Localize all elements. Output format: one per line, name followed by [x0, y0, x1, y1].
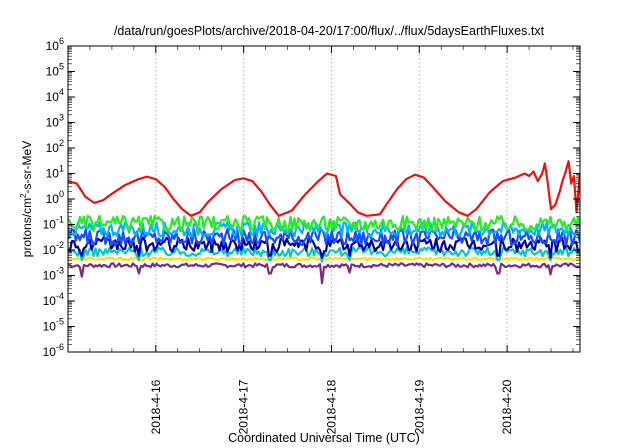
y-tick-base: 10 — [43, 345, 57, 359]
y-tick-exponent: 6 — [59, 36, 64, 46]
series-line — [68, 221, 580, 238]
y-tick-exponent: -2 — [56, 240, 64, 250]
axis-ticks — [68, 45, 580, 353]
series-line — [68, 160, 580, 217]
x-tick-label: 2018-4-16 — [149, 379, 163, 434]
y-tick-exponent: -4 — [56, 291, 64, 301]
y-tick-label: 103 — [46, 113, 64, 130]
x-axis-label: Coordinated Universal Time (UTC) — [228, 431, 420, 445]
y-tick-exponent: 3 — [59, 113, 64, 123]
y-axis-label: protons/cm2-s-sr-MeV — [19, 141, 34, 257]
y-tick-label: 10-2 — [43, 240, 64, 257]
y-tick-exponent: 4 — [59, 87, 64, 97]
y-tick-base: 10 — [43, 243, 57, 257]
y-tick-base: 10 — [46, 90, 60, 104]
y-tick-label: 102 — [46, 138, 64, 155]
y-tick-base: 10 — [46, 141, 60, 155]
y-tick-label: 101 — [46, 164, 64, 181]
y-tick-base: 10 — [46, 192, 60, 206]
y-tick-exponent: -5 — [56, 317, 64, 327]
y-tick-label: 105 — [46, 62, 64, 79]
y-tick-exponent: 1 — [59, 164, 64, 174]
chart-title: /data/run/goesPlots/archive/2018-04-20/1… — [114, 24, 545, 38]
plot-frame — [67, 45, 581, 353]
y-tick-base: 10 — [46, 39, 60, 53]
x-tick-label: 2018-4-18 — [324, 379, 338, 434]
y-tick-label: 104 — [46, 87, 64, 104]
y-tick-label: 10-1 — [43, 215, 64, 232]
y-tick-base: 10 — [43, 218, 57, 232]
y-tick-label: 10-5 — [43, 317, 64, 334]
y-tick-exponent: -6 — [56, 342, 64, 352]
y-tick-base: 10 — [46, 65, 60, 79]
y-tick-label: 106 — [46, 36, 64, 53]
series-line — [68, 256, 580, 262]
y-axis-label-exponent: 2 — [19, 193, 28, 198]
y-tick-exponent: -3 — [56, 266, 64, 276]
y-tick-exponent: 0 — [59, 189, 64, 199]
y-tick-labels: 10-610-510-410-310-210-11001011021031041… — [43, 36, 64, 359]
y-axis-label-unit: protons/cm — [20, 198, 34, 257]
x-tick-labels: 2018-4-16 2018-4-17 2018-4-18 2018-4-19 2018… — [149, 379, 514, 434]
x-tick-label: 2018-4-17 — [237, 379, 251, 434]
y-tick-exponent: -1 — [56, 215, 64, 225]
x-tick-label: 2018-4-20 — [500, 379, 514, 434]
y-tick-base: 10 — [43, 320, 57, 334]
y-tick-label: 10-6 — [43, 342, 64, 359]
y-tick-base: 10 — [46, 167, 60, 181]
x-tick-label: 2018-4-19 — [412, 379, 426, 434]
series-layer — [68, 160, 580, 285]
y-tick-base: 10 — [43, 294, 57, 308]
y-tick-label: 10-3 — [43, 266, 64, 283]
y-tick-label: 100 — [46, 189, 64, 206]
series-line — [68, 227, 580, 247]
y-tick-base: 10 — [43, 269, 57, 283]
series-line — [68, 214, 580, 233]
series-line — [68, 262, 580, 285]
y-axis-label-rest: -s-sr-MeV — [20, 141, 34, 194]
y-tick-exponent: 5 — [59, 62, 64, 72]
y-tick-label: 10-4 — [43, 291, 64, 308]
y-tick-exponent: 2 — [59, 138, 64, 148]
y-tick-base: 10 — [46, 116, 60, 130]
grid-lines — [155, 46, 508, 352]
